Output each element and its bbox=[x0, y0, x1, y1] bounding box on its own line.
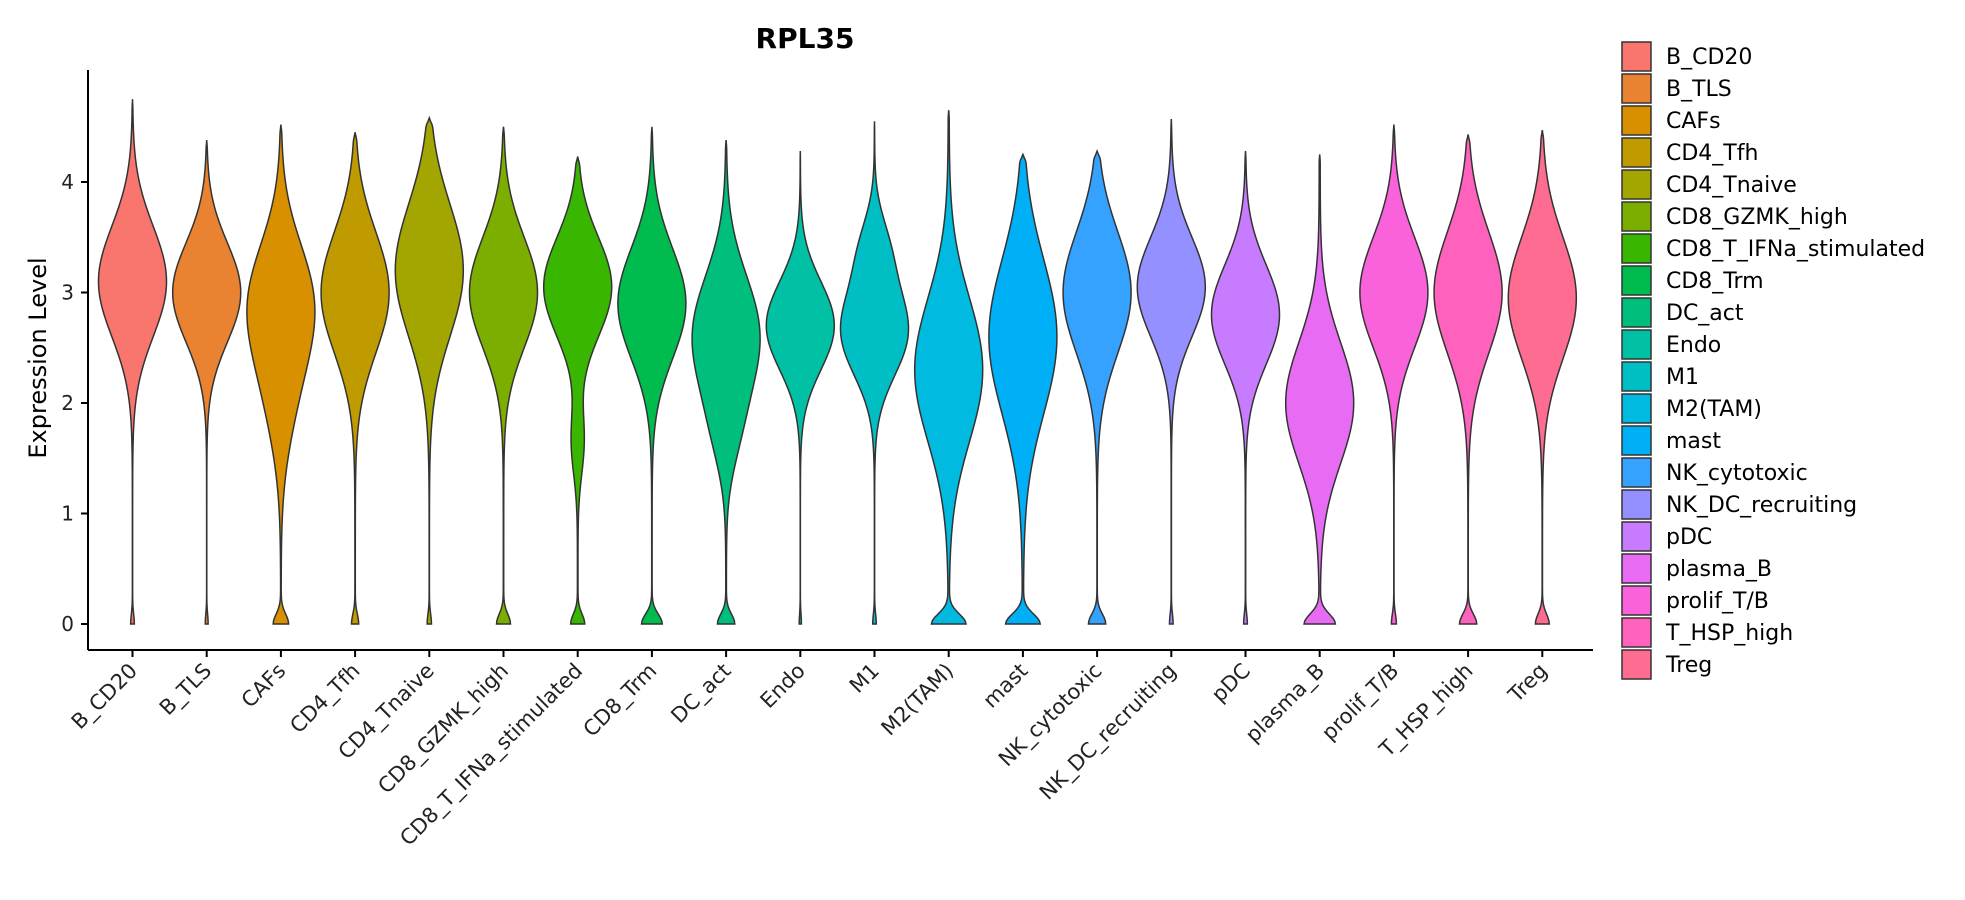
violin-dc-act bbox=[691, 139, 761, 625]
x-tick-label: Treg bbox=[1503, 659, 1552, 708]
legend-swatch bbox=[1621, 105, 1652, 136]
violins-group bbox=[97, 99, 1578, 625]
y-tick-label: 2 bbox=[61, 391, 74, 415]
legend-swatch bbox=[1621, 169, 1652, 200]
violin-t-hsp-high bbox=[1433, 134, 1503, 625]
violin-cd4-tfh bbox=[320, 132, 390, 625]
legend-swatch bbox=[1621, 425, 1652, 456]
violin-mast bbox=[988, 152, 1058, 625]
violin-cafs bbox=[246, 124, 316, 625]
x-axis: B_CD20 B_TLS CAFsCD4_TfhCD4_TnaiveCD8_GZMK… bbox=[67, 649, 1593, 851]
x-tick-label: pDC bbox=[1207, 659, 1255, 707]
legend-label: NK_DC_recruiting bbox=[1666, 493, 1857, 518]
legend-swatch bbox=[1621, 617, 1652, 648]
y-axis-label: Expression Level bbox=[24, 257, 52, 458]
violin-m1 bbox=[839, 121, 910, 625]
violin-cd4-tnaive bbox=[394, 115, 465, 625]
legend-label: CD8_T_IFNa_stimulated bbox=[1666, 237, 1925, 262]
x-tick-label: mast bbox=[978, 659, 1032, 713]
x-tick-label: NK_DC_recruiting bbox=[1035, 659, 1182, 806]
y-axis: 0 1 2 3 4 bbox=[61, 70, 89, 650]
legend-swatch bbox=[1621, 41, 1652, 72]
violin-pdc bbox=[1210, 151, 1281, 625]
legend-swatch bbox=[1621, 137, 1652, 168]
legend-swatch bbox=[1621, 73, 1652, 104]
violin-m2-tam- bbox=[913, 110, 984, 625]
violin-prolif-t-b bbox=[1359, 124, 1429, 625]
legend: B_CD20 B_TLS CAFs CD4_Tfh CD4_Tnaive CD8_GZMK… bbox=[1621, 41, 1925, 680]
violin-nk-cytotoxic bbox=[1062, 148, 1132, 625]
violin-cd8-t-ifna-stimulated bbox=[542, 156, 613, 625]
legend-label: plasma_B bbox=[1666, 557, 1772, 582]
x-tick-label: CD8_Trm bbox=[579, 659, 663, 743]
legend-swatch bbox=[1621, 393, 1652, 424]
y-tick-label: 3 bbox=[61, 281, 74, 305]
x-tick-label: CAFs bbox=[237, 659, 291, 713]
y-tick-label: 1 bbox=[61, 502, 74, 526]
legend-label: M1 bbox=[1666, 365, 1699, 390]
legend-swatch bbox=[1621, 329, 1652, 360]
x-tick-label: CD8_GZMK_high bbox=[373, 659, 513, 799]
legend-swatch bbox=[1621, 585, 1652, 616]
legend-swatch bbox=[1621, 457, 1652, 488]
violin-b-cd20 bbox=[97, 99, 168, 625]
legend-label: B_CD20 bbox=[1666, 45, 1752, 70]
violin-cd8-trm bbox=[617, 126, 687, 625]
legend-label: DC_act bbox=[1666, 301, 1744, 326]
violin-treg bbox=[1507, 129, 1578, 625]
violin-b-tls bbox=[171, 139, 242, 625]
legend-label: Treg bbox=[1665, 653, 1712, 678]
legend-swatch bbox=[1621, 649, 1652, 680]
legend-label: CD8_GZMK_high bbox=[1666, 205, 1848, 230]
legend-swatch bbox=[1621, 297, 1652, 328]
chart-title: RPL35 bbox=[756, 22, 855, 55]
legend-swatch bbox=[1621, 521, 1652, 552]
legend-label: mast bbox=[1666, 429, 1721, 454]
x-tick-label: DC_act bbox=[666, 659, 736, 729]
legend-swatch bbox=[1621, 233, 1652, 264]
legend-label: prolif_T/B bbox=[1666, 589, 1769, 614]
x-tick-label: B_CD20 bbox=[67, 659, 143, 735]
legend-label: CAFs bbox=[1666, 109, 1721, 134]
legend-label: pDC bbox=[1666, 525, 1712, 550]
y-tick-label: 4 bbox=[61, 170, 74, 194]
y-tick-label: 0 bbox=[61, 612, 74, 636]
legend-swatch bbox=[1621, 489, 1652, 520]
violin-nk-dc-recruiting bbox=[1136, 118, 1207, 625]
x-tick-label: M1 bbox=[845, 659, 884, 698]
legend-label: M2(TAM) bbox=[1666, 397, 1762, 422]
violin-endo bbox=[765, 151, 836, 625]
legend-label: CD8_Trm bbox=[1666, 269, 1764, 294]
legend-label: CD4_Tnaive bbox=[1666, 173, 1797, 198]
legend-swatch bbox=[1621, 553, 1652, 584]
legend-label: B_TLS bbox=[1666, 77, 1732, 102]
legend-swatch bbox=[1621, 265, 1652, 296]
legend-label: T_HSP_high bbox=[1665, 621, 1793, 646]
legend-label: Endo bbox=[1666, 333, 1721, 358]
x-tick-label: B_TLS bbox=[155, 659, 217, 721]
legend-label: CD4_Tfh bbox=[1666, 141, 1758, 166]
x-tick-label: M2(TAM) bbox=[877, 659, 959, 741]
legend-label: NK_cytotoxic bbox=[1666, 461, 1808, 486]
violin-cd8-gzmk-high bbox=[468, 126, 539, 625]
legend-swatch bbox=[1621, 201, 1652, 232]
violin-plasma-b bbox=[1284, 154, 1355, 625]
x-tick-label: Endo bbox=[756, 659, 810, 713]
x-tick-label: plasma_B bbox=[1241, 659, 1330, 748]
legend-swatch bbox=[1621, 361, 1652, 392]
